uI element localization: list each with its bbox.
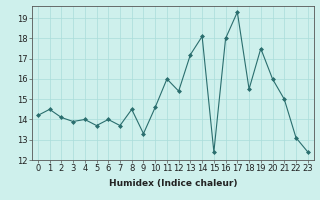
X-axis label: Humidex (Indice chaleur): Humidex (Indice chaleur): [108, 179, 237, 188]
